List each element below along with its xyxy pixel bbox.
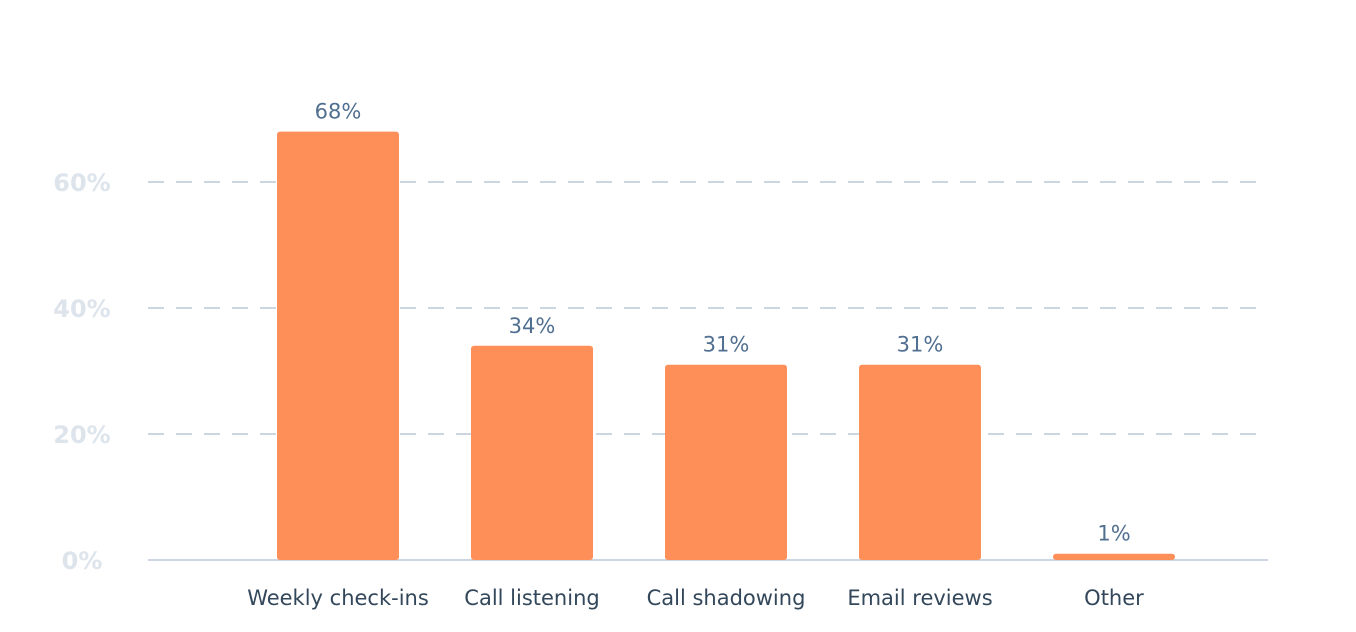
y-tick-label: 60% (53, 169, 110, 197)
y-tick-label: 0% (62, 547, 103, 575)
data-label: 31% (703, 333, 750, 357)
data-label: 34% (509, 314, 556, 338)
bar-email-reviews (859, 364, 981, 560)
data-label: 1% (1097, 522, 1130, 546)
y-tick-label: 20% (53, 421, 110, 449)
data-label: 31% (897, 333, 944, 357)
bar-call-shadowing (665, 364, 787, 560)
x-tick-label: Email reviews (847, 586, 992, 610)
bar-weekly-check-ins (277, 131, 399, 560)
x-axis-tick-labels: Weekly check-ins Call listening Call shado… (247, 586, 1144, 610)
bar-other (1053, 553, 1175, 560)
data-label: 68% (315, 100, 362, 124)
data-labels: 68% 34% 31% 31% 1% (315, 100, 1131, 546)
y-axis-tick-labels: 0% 20% 40% 60% (53, 169, 110, 575)
x-tick-label: Other (1084, 586, 1144, 610)
x-tick-label: Weekly check-ins (247, 586, 429, 610)
y-tick-label: 40% (53, 295, 110, 323)
x-tick-label: Call shadowing (647, 586, 806, 610)
x-tick-label: Call listening (464, 586, 599, 610)
bar-call-listening (471, 345, 593, 560)
bars (277, 131, 1175, 560)
